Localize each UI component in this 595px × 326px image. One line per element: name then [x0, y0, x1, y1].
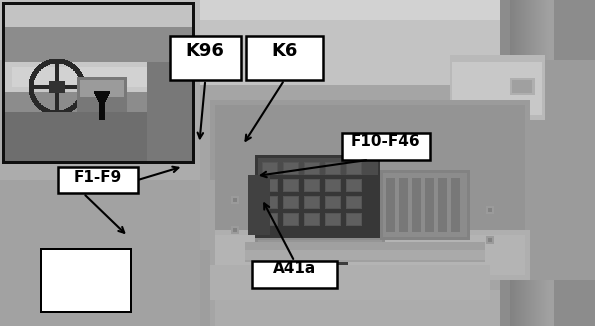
- Bar: [246, 36, 323, 80]
- Text: K6: K6: [271, 41, 298, 60]
- Text: F1-F9: F1-F9: [74, 170, 123, 185]
- Text: F10-F46: F10-F46: [350, 134, 421, 149]
- Bar: [58, 167, 138, 193]
- Bar: [170, 36, 241, 80]
- Text: A41a: A41a: [273, 261, 316, 276]
- Bar: [252, 261, 337, 288]
- Text: K96: K96: [186, 41, 225, 60]
- Bar: [342, 133, 430, 160]
